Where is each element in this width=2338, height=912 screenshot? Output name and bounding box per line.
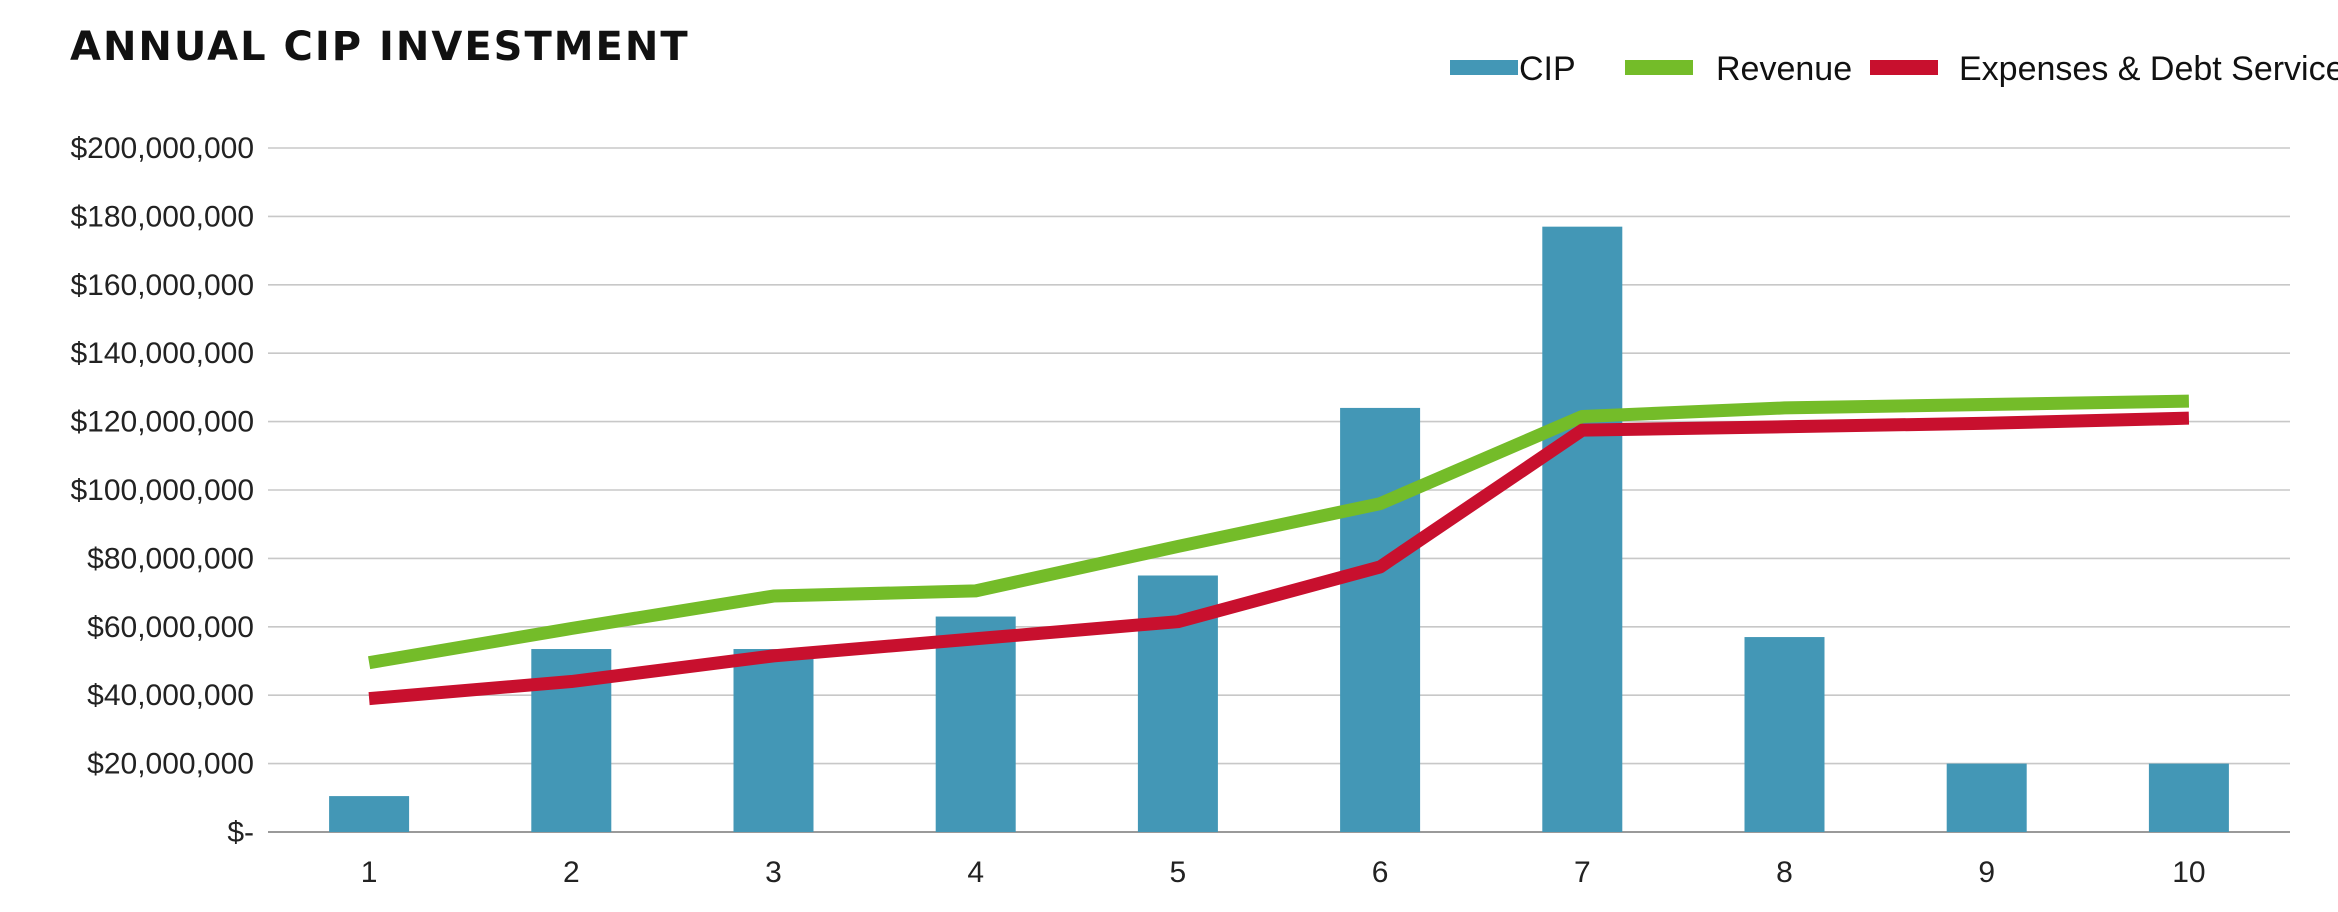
x-tick-label: 9	[1978, 856, 1995, 889]
y-tick-label: $40,000,000	[87, 679, 254, 712]
y-tick-label: $200,000,000	[70, 132, 254, 165]
y-tick-label: $20,000,000	[87, 748, 254, 781]
chart-title: ANNUAL CIP INVESTMENT	[70, 24, 690, 70]
lines	[368, 394, 2190, 706]
bar-cip	[2148, 763, 2229, 832]
y-tick-label: $-	[227, 816, 254, 849]
x-tick-label: 8	[1776, 856, 1793, 889]
x-tick-label: 4	[967, 856, 984, 889]
y-tick-label: $100,000,000	[70, 474, 254, 507]
line-revenue	[368, 394, 2190, 670]
bar-cip	[935, 616, 1016, 832]
bars	[329, 226, 2229, 832]
x-tick-label: 6	[1372, 856, 1389, 889]
bar-cip	[1340, 407, 1421, 832]
legend-label: Revenue	[1716, 50, 1852, 88]
bar-cip	[1542, 226, 1623, 832]
bar-cip	[329, 796, 410, 832]
legend-label: CIP	[1519, 50, 1576, 88]
x-tick-label: 2	[563, 856, 580, 889]
legend-swatch	[1625, 60, 1693, 75]
x-axis: 1 2 3 4 5 6 7 8 9 10	[361, 856, 2206, 889]
bar-cip	[733, 649, 814, 832]
legend: CIP Revenue Expenses & Debt Service	[1450, 50, 2338, 88]
y-tick-label: $140,000,000	[70, 337, 254, 370]
bar-cip	[1946, 763, 2027, 832]
y-tick-label: $60,000,000	[87, 611, 254, 644]
legend-label: Expenses & Debt Service	[1959, 50, 2338, 88]
x-tick-label: 1	[361, 856, 378, 889]
legend-swatch	[1450, 60, 1518, 75]
x-tick-label: 5	[1170, 856, 1187, 889]
y-tick-label: $160,000,000	[70, 269, 254, 302]
y-tick-label: $180,000,000	[70, 200, 254, 233]
bar-cip	[1744, 637, 1825, 832]
x-tick-label: 3	[765, 856, 782, 889]
line-expenses-debt-service	[368, 411, 2190, 706]
y-tick-label: $120,000,000	[70, 406, 254, 439]
x-tick-label: 7	[1574, 856, 1591, 889]
y-tick-label: $80,000,000	[87, 542, 254, 575]
x-tick-label: 10	[2172, 856, 2205, 889]
legend-swatch	[1870, 60, 1938, 75]
y-axis: $- $20,000,000 $40,000,000 $60,000,000 $80,0…	[70, 132, 254, 849]
